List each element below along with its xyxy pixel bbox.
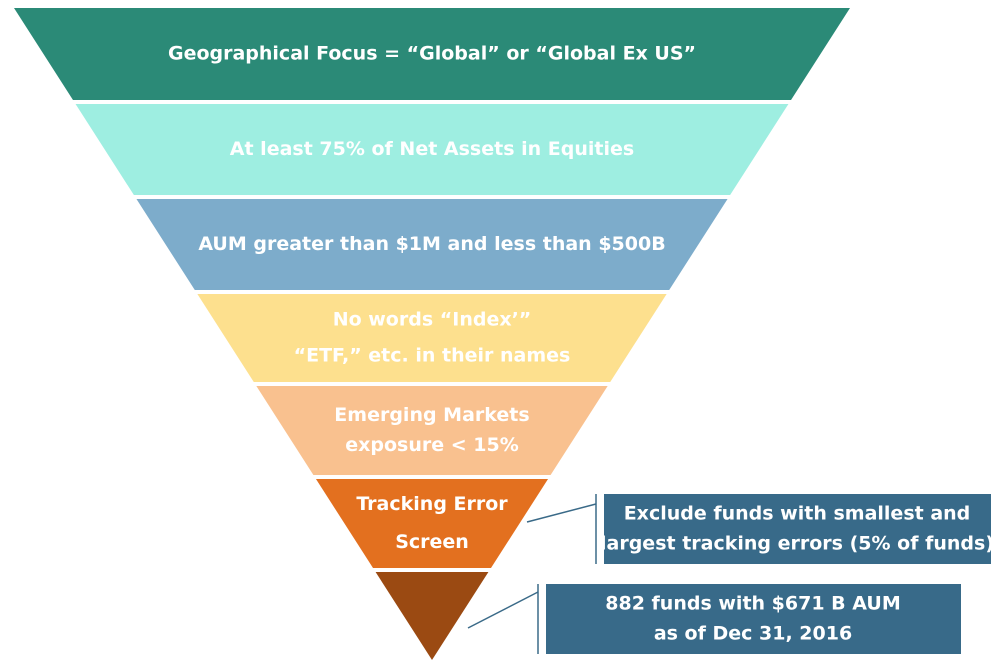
layer-label: Geographical Focus = “Global” or “Global… xyxy=(168,43,696,65)
layer-label: Screen xyxy=(395,531,469,553)
layer-label: No words “Index’” xyxy=(333,309,532,331)
callout-text: 882 funds with $671 B AUM xyxy=(605,593,900,615)
callout-box xyxy=(602,492,993,566)
funnel-layer xyxy=(375,572,489,660)
connector xyxy=(467,591,539,629)
funnel-layer xyxy=(136,199,728,290)
funnel-layer xyxy=(75,104,789,195)
layer-label: At least 75% of Net Assets in Equities xyxy=(230,138,634,160)
callout-box xyxy=(544,582,963,656)
layer-label: “ETF,” etc. in their names xyxy=(294,345,571,367)
layer-label: Tracking Error xyxy=(356,493,508,515)
funnel-layer xyxy=(256,386,608,475)
callout-text: Exclude funds with smallest and xyxy=(624,503,971,525)
funnel-layer xyxy=(14,8,850,100)
layer-label: exposure < 15% xyxy=(345,434,519,456)
funnel-layer xyxy=(315,479,549,568)
callout-text: as of Dec 31, 2016 xyxy=(654,623,852,645)
layer-label: Emerging Markets xyxy=(334,404,529,426)
connector xyxy=(526,503,597,523)
layer-label: AUM greater than $1M and less than $500B xyxy=(198,233,665,255)
callout-text: largest tracking errors (5% of funds) xyxy=(600,533,994,555)
funnel-layer xyxy=(197,294,667,382)
